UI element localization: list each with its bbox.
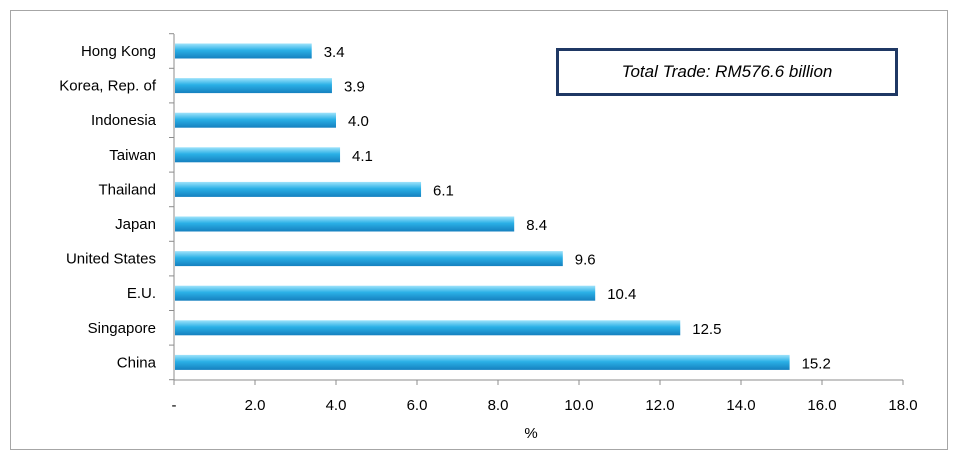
bar [175,112,336,128]
bar [175,320,681,336]
x-tick-label: 6.0 [407,397,428,414]
category-label: Korea, Rep. of [59,78,157,95]
x-axis-title: % [524,425,537,442]
category-label: Singapore [88,320,156,337]
chart-frame [10,10,948,450]
data-label: 4.1 [352,148,373,165]
category-label: China [117,354,157,371]
category-label: Thailand [98,181,156,198]
x-tick-label: 16.0 [807,397,836,414]
data-label: 3.4 [324,44,345,61]
data-label: 10.4 [607,286,636,303]
data-label: 8.4 [526,217,547,234]
bar [175,354,790,370]
data-label: 9.6 [575,252,596,269]
data-label: 12.5 [692,321,721,338]
category-label: Indonesia [91,112,157,129]
category-label: E.U. [127,285,156,302]
bar [175,251,563,267]
category-label: United States [66,251,156,268]
total-trade-annotation: Total Trade: RM576.6 billion [556,48,898,96]
bars-group [175,43,790,370]
category-label: Hong Kong [81,43,156,60]
category-label: Taiwan [109,147,156,164]
axes-group [169,33,904,385]
x-tick-label: 8.0 [488,397,509,414]
bar [175,285,596,301]
bar [175,43,312,59]
total-trade-text: Total Trade: RM576.6 billion [621,62,833,81]
bar [175,181,422,197]
data-label: 15.2 [802,355,831,372]
bar [175,147,341,163]
bar [175,78,332,94]
data-label: 6.1 [433,182,454,199]
x-tick-label: 10.0 [564,397,593,414]
x-tick-label: 14.0 [726,397,755,414]
x-tick-label: 4.0 [326,397,347,414]
data-label: 3.9 [344,79,365,96]
x-tick-label: 2.0 [245,397,266,414]
x-tick-label: 12.0 [645,397,674,414]
x-tick-label: - [172,397,177,414]
category-label: Japan [115,216,156,233]
data-label: 4.0 [348,113,369,130]
bar [175,216,515,232]
labels-group: Hong Kong 3.4 Korea, Rep. of 3.9 Indonesia 4.… [59,43,917,414]
x-tick-label: 18.0 [888,397,917,414]
